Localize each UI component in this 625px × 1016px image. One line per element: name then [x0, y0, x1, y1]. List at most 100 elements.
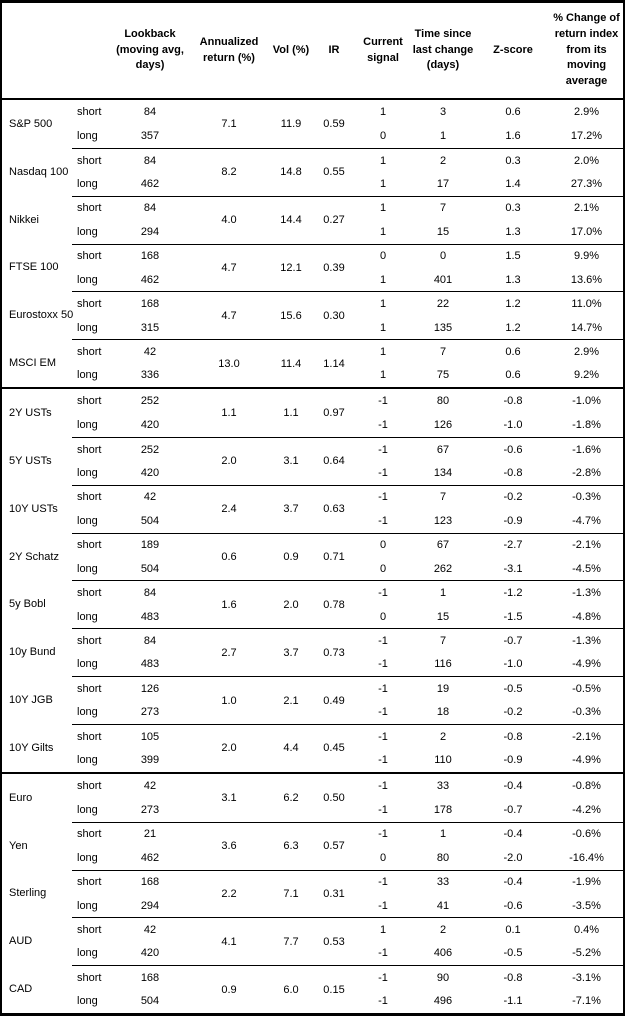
time-cell: 7: [439, 634, 447, 647]
signal-cell: -1: [378, 899, 388, 912]
lookback-cell-column: 42 336: [112, 340, 188, 387]
signal-cell: -1: [378, 779, 388, 792]
asset-name: 2Y Schatz: [9, 550, 59, 563]
time-cell: 41: [436, 899, 450, 912]
signal-cell: -1: [378, 395, 388, 408]
time-cell-column: 90 496: [410, 966, 476, 1013]
time-cell: 75: [436, 369, 450, 382]
ir-cell: 0.63: [323, 503, 345, 516]
zscore-cell: 1.2: [505, 298, 521, 311]
time-cell-column: 7 123: [410, 486, 476, 533]
lookback-cell: 462: [140, 273, 160, 286]
ir-cell: 0.73: [323, 646, 345, 659]
zscore-cell: -0.5: [503, 947, 523, 960]
ir-cell: 0.31: [323, 887, 345, 900]
change-cell: -3.5%: [572, 899, 601, 912]
asset-row: 10y Bund short long 84 483 2.7 3.7 0.73 -1 -1 7 116…: [2, 628, 623, 676]
zscore-cell-column: -2.7 -3.1: [476, 534, 550, 581]
change-cell: -1.3%: [572, 587, 601, 600]
zscore-cell-column: -0.6 -0.8: [476, 438, 550, 485]
time-cell: 19: [436, 682, 450, 695]
time-cell: 80: [436, 851, 450, 864]
asset-row-values: short long 105 399 2.0 4.4 0.45 -1 -1 2 110 -0.8 -0.…: [72, 723, 623, 772]
zscore-cell-column: 1.2 1.2: [476, 292, 550, 339]
change-cell: 17.0%: [570, 225, 603, 238]
asset-name: Nasdaq 100: [9, 165, 69, 178]
time-cell: 126: [433, 418, 453, 431]
vol-cell: 2.0: [283, 598, 299, 611]
period-label: short: [77, 105, 102, 118]
zscore-cell: -0.6: [503, 899, 523, 912]
zscore-cell: -1.0: [503, 658, 523, 671]
change-cell-column: -3.1% -7.1%: [550, 966, 623, 1013]
lookback-cell-column: 84 483: [112, 581, 188, 628]
period-label-column: short long: [72, 245, 112, 292]
asset-row-values: short long 21 462 3.6 6.3 0.57 -1 0 1 80 -0.4 -2.0 -0…: [72, 821, 623, 870]
lookback-cell-column: 42 273: [112, 774, 188, 822]
annualized-cell: 1.0: [221, 694, 237, 707]
signal-cell: -1: [378, 634, 388, 647]
asset-name: 2Y USTs: [9, 406, 52, 419]
signal-cell-column: -1 -1: [356, 871, 410, 918]
change-cell: -16.4%: [569, 851, 604, 864]
period-label-column: short long: [72, 629, 112, 676]
zscore-cell: 1.3: [505, 225, 521, 238]
zscore-cell: -1.1: [503, 995, 523, 1008]
vol-cell: 12.1: [280, 261, 302, 274]
signal-cell: 0: [379, 129, 387, 142]
change-cell: 0.4%: [573, 924, 600, 937]
lookback-cell-column: 21 462: [112, 823, 188, 870]
time-cell: 3: [439, 105, 447, 118]
lookback-cell: 42: [143, 345, 157, 358]
time-cell-column: 2 406: [410, 918, 476, 965]
zscore-cell: -0.9: [503, 754, 523, 767]
zscore-cell: 0.6: [505, 345, 521, 358]
ir-cell: 0.57: [323, 840, 345, 853]
signal-cell: 1: [379, 273, 387, 286]
change-cell: 11.0%: [571, 298, 602, 311]
period-label-column: short long: [72, 292, 112, 339]
time-cell: 15: [436, 225, 450, 238]
time-cell-column: 7 75: [410, 340, 476, 387]
change-cell: 2.9%: [573, 345, 600, 358]
asset-row: Nikkei short long 84 294 4.0 14.4 0.27 1 1 7 15 0.3 1…: [2, 195, 623, 244]
signal-cell: 1: [379, 105, 387, 118]
signal-cell: -1: [378, 947, 388, 960]
time-cell: 406: [433, 947, 453, 960]
signal-cell: -1: [378, 682, 388, 695]
asset-row: Nasdaq 100 short long 84 462 8.2 14.8 0.55 1 1 2 17…: [2, 147, 623, 196]
lookback-cell: 504: [140, 514, 160, 527]
zscore-cell: -0.5: [503, 682, 523, 695]
time-cell: 116: [434, 658, 452, 671]
time-cell-column: 1 15: [410, 581, 476, 628]
signal-cell: 1: [379, 321, 387, 334]
zscore-cell-column: -0.4 -0.7: [476, 774, 550, 822]
lookback-cell: 336: [140, 369, 160, 382]
change-cell: 2.0%: [573, 154, 600, 167]
asset-row-values: short long 84 357 7.1 11.9 0.59 1 0 3 1 0.6 1.6 2.9% 1…: [72, 100, 623, 148]
zscore-cell: 0.6: [505, 369, 521, 382]
zscore-cell-column: -0.7 -1.0: [476, 629, 550, 676]
lookback-cell-column: 84 462: [112, 149, 188, 196]
asset-row-values: short long 189 504 0.6 0.9 0.71 0 0 67 262 -2.7 -3.1…: [72, 532, 623, 581]
col-header-signal: Current signal: [363, 35, 403, 64]
zscore-cell: -0.7: [503, 634, 523, 647]
signal-cell-column: -1 -1: [356, 629, 410, 676]
change-cell-column: -0.8% -4.2%: [550, 774, 623, 822]
vol-cell: 14.8: [280, 166, 302, 179]
signal-cell: 1: [379, 202, 387, 215]
ir-cell: 0.15: [323, 983, 345, 996]
period-label-column: short long: [72, 725, 112, 772]
period-label: short: [77, 491, 102, 504]
vol-cell: 0.9: [283, 551, 299, 564]
change-cell: -5.2%: [572, 947, 601, 960]
asset-row: CAD short long 168 504 0.9 6.0 0.15 -1 -1 90 496 -0.…: [2, 965, 623, 1013]
annualized-cell: 8.2: [221, 166, 237, 179]
period-label: short: [77, 395, 102, 408]
vol-cell: 7.1: [283, 887, 299, 900]
signal-cell: -1: [378, 418, 388, 431]
asset-name: Eurostoxx 50: [9, 309, 74, 322]
annualized-cell: 7.1: [221, 117, 237, 130]
lookback-cell: 84: [143, 202, 157, 215]
